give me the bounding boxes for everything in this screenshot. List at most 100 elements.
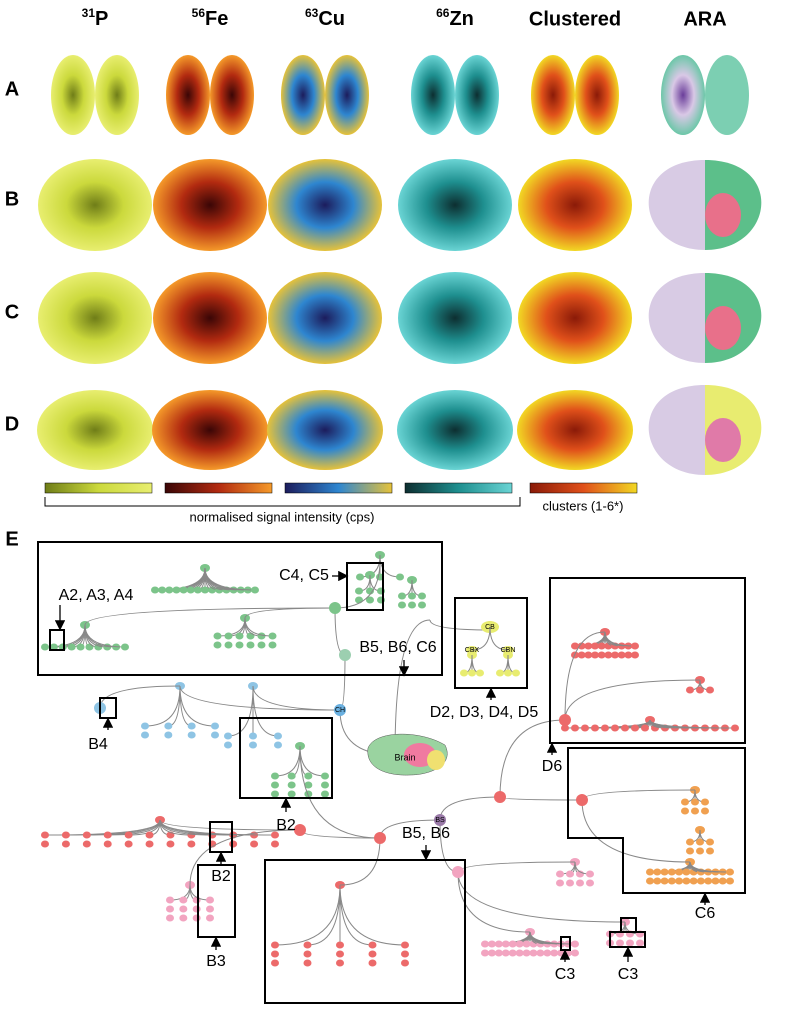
tree-node <box>586 879 594 887</box>
tree-node <box>339 649 351 661</box>
tree-node <box>249 732 257 740</box>
column-header: 66Zn <box>436 6 474 30</box>
tree-node <box>329 602 341 614</box>
tree-link <box>84 624 126 648</box>
tree-link <box>334 607 346 656</box>
tree-node <box>597 651 606 659</box>
tree-node <box>179 914 188 922</box>
tree-node <box>681 807 689 815</box>
tree-node <box>213 641 222 649</box>
element: P <box>95 8 108 30</box>
element: Zn <box>449 8 473 30</box>
tree-link <box>307 884 341 946</box>
tree-node <box>124 831 133 839</box>
tree-node <box>691 798 699 806</box>
tree-node <box>696 686 704 694</box>
row-label: C <box>5 301 19 323</box>
row-label: B <box>5 188 19 210</box>
tree-node <box>556 879 564 887</box>
tree-node <box>274 741 282 749</box>
tree-node <box>591 724 599 732</box>
tree-node <box>268 632 277 640</box>
tree-node <box>691 807 699 815</box>
callout: C3 <box>555 966 576 983</box>
tree-node <box>186 586 195 594</box>
tree-node <box>321 790 329 798</box>
tree-node <box>141 731 149 739</box>
tree-node <box>268 641 277 649</box>
box <box>346 562 384 611</box>
tree-node <box>711 877 720 885</box>
tree-node <box>686 847 694 855</box>
tree-link <box>144 685 181 727</box>
tree-node <box>468 669 476 677</box>
tree-link <box>274 884 341 946</box>
tree-node <box>368 959 377 967</box>
tree-node <box>597 642 606 650</box>
tree-node <box>653 877 662 885</box>
node-label: CBX <box>465 647 480 654</box>
tree-node <box>460 669 468 677</box>
tree-link <box>581 789 696 801</box>
tree-node <box>321 781 329 789</box>
brain-section <box>661 55 705 135</box>
tree-node <box>187 731 196 739</box>
tree-node <box>515 949 524 957</box>
callout: D2, D3, D4, D5 <box>430 704 539 721</box>
tree-node <box>731 724 739 732</box>
tree-node <box>726 868 734 876</box>
tree-node <box>201 586 209 594</box>
tree-node <box>718 877 727 885</box>
tree-node <box>271 831 279 839</box>
tree-node <box>208 586 217 594</box>
tree-link <box>339 884 406 946</box>
brain-section <box>51 55 95 135</box>
tree-node <box>61 831 70 839</box>
tree-node <box>660 877 669 885</box>
tree-node <box>401 959 409 967</box>
tree-node <box>660 868 669 876</box>
tree-node <box>396 573 404 581</box>
tree-link <box>499 796 583 801</box>
brain-section <box>575 55 619 135</box>
region <box>705 193 741 237</box>
callout: A2, A3, A4 <box>59 587 134 604</box>
brain-section <box>648 160 705 250</box>
tree-node <box>179 905 188 913</box>
callout: B5, B6, C6 <box>359 639 436 656</box>
tree-node <box>374 832 386 844</box>
tree-node <box>681 798 689 806</box>
tree-node <box>566 879 574 887</box>
callout: C6 <box>695 905 716 922</box>
colorbar <box>44 482 153 494</box>
brain-section <box>531 55 575 135</box>
tree-node <box>501 940 510 948</box>
tree-node <box>577 642 586 650</box>
tree-link <box>179 685 341 711</box>
tree-node <box>418 601 426 609</box>
tree-node <box>206 914 214 922</box>
tree-node <box>145 831 154 839</box>
tree-node <box>576 879 584 887</box>
tree-node <box>508 949 517 957</box>
tree-node <box>213 632 222 640</box>
tree-node <box>287 790 296 798</box>
tree-node <box>355 596 363 604</box>
tree-node <box>121 643 129 651</box>
tree-link <box>299 745 309 777</box>
tree-link <box>179 685 192 727</box>
brain-section <box>210 55 254 135</box>
node-label: Brain <box>394 752 415 762</box>
tree-node <box>452 866 464 878</box>
brain-section <box>38 272 152 364</box>
tree-node <box>522 949 531 957</box>
colorbar <box>529 482 638 494</box>
tree-node <box>689 877 698 885</box>
tree-node <box>166 914 174 922</box>
tree-node <box>408 592 416 600</box>
brain-section <box>268 159 382 251</box>
brain-section <box>705 55 749 135</box>
tree-node <box>704 877 713 885</box>
tree-link <box>339 654 346 711</box>
tree-link <box>564 631 606 721</box>
